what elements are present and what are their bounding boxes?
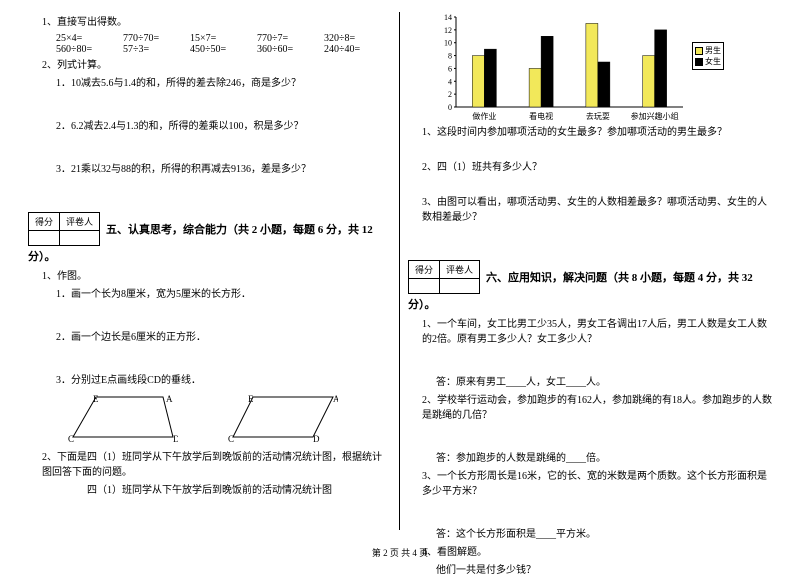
bar-chart: 0 2 4 6 8 10 12 14 做作业 看电视 去玩耍 参加兴趣小组 男生 女生 xyxy=(408,12,772,122)
page-footer: 第 2 页 共 4 页 xyxy=(0,546,800,559)
s6-answer: 答：这个长方形面积是____平方米。 xyxy=(408,527,772,542)
shapes-container: E A C D E A C D xyxy=(28,392,391,447)
q1-title: 1、直接写出得数。 xyxy=(28,15,391,30)
q2-title: 2、列式计算。 xyxy=(28,58,391,73)
legend-swatch-male xyxy=(695,47,703,55)
arith-cell: 240÷40= xyxy=(324,44,391,55)
svg-text:做作业: 做作业 xyxy=(472,111,496,121)
q2-item: 3．21乘以32与88的积，所得的积再减去9136，差是多少？ xyxy=(28,162,391,177)
trapezoid-shape: E A C D xyxy=(68,392,178,447)
vertex-a: A xyxy=(166,394,173,404)
svg-text:去玩耍: 去玩耍 xyxy=(586,111,610,121)
chart-legend: 男生 女生 xyxy=(692,42,724,70)
vertex-e: E xyxy=(248,394,254,404)
svg-text:14: 14 xyxy=(444,13,452,22)
grader-label: 评卷人 xyxy=(60,213,100,231)
s5-q1-item: 1．画一个长为8厘米，宽为5厘米的长方形． xyxy=(28,287,391,302)
legend-swatch-female xyxy=(695,58,703,66)
vertex-c: C xyxy=(68,434,74,444)
arith-row: 560÷80= 57÷3= 450÷50= 360÷60= 240÷40= xyxy=(28,44,391,55)
s5-q2: 2、下面是四（1）班同学从下午放学后到晚饭前的活动情况统计图，根据统计图回答下面… xyxy=(28,450,391,480)
svg-text:8: 8 xyxy=(448,52,452,61)
arith-cell: 25×4= xyxy=(56,33,123,44)
svg-text:6: 6 xyxy=(448,64,452,73)
arith-cell: 770÷7= xyxy=(257,33,324,44)
chart-q: 3、由图可以看出，哪项活动男、女生的人数相差最多？哪项活动男、女生的人数相差最少… xyxy=(408,195,772,225)
score-box: 得分评卷人 六、应用知识，解决问题（共 8 小题，每题 4 分，共 32 xyxy=(408,260,772,294)
svg-text:看电视: 看电视 xyxy=(529,111,553,121)
s5-q2-subtitle: 四（1）班同学从下午放学后到晚饭前的活动情况统计图 xyxy=(28,483,391,498)
legend-label: 女生 xyxy=(705,56,721,67)
s6-answer: 答：参加跑步的人数是跳绳的____倍。 xyxy=(408,451,772,466)
s6-answer: 答：原来有男工____人，女工____人。 xyxy=(408,375,772,390)
s6-item: 1、一个车间，女工比男工少35人，男女工各调出17人后，男工人数是女工人数的2倍… xyxy=(408,317,772,347)
s5-q1-item: 3．分别过E点画线段CD的垂线． xyxy=(28,373,391,388)
legend-label: 男生 xyxy=(705,45,721,56)
vertex-d: D xyxy=(313,434,320,444)
section-5-title-cont: 分）。 xyxy=(28,249,391,266)
arith-cell: 57÷3= xyxy=(123,44,190,55)
svg-text:10: 10 xyxy=(444,39,452,48)
arith-cell: 770÷70= xyxy=(123,33,190,44)
svg-text:12: 12 xyxy=(444,26,452,35)
arith-cell: 15×7= xyxy=(190,33,257,44)
q2-item: 1．10减去5.6与1.4的和，所得的差去除246，商是多少？ xyxy=(28,76,391,91)
vertex-a: A xyxy=(333,394,338,404)
chart-q: 1、这段时间内参加哪项活动的女生最多？参加哪项活动的男生最多？ xyxy=(408,125,772,140)
score-label: 得分 xyxy=(29,213,60,231)
section-6-title: 六、应用知识，解决问题（共 8 小题，每题 4 分，共 32 xyxy=(486,269,753,285)
grader-label: 评卷人 xyxy=(440,261,480,279)
svg-text:4: 4 xyxy=(448,77,452,86)
vertex-e: E xyxy=(93,394,99,404)
svg-text:0: 0 xyxy=(448,103,452,112)
score-box: 得分评卷人 五、认真思考，综合能力（共 2 小题，每题 6 分，共 12 xyxy=(28,212,391,246)
svg-text:参加兴趣小组: 参加兴趣小组 xyxy=(631,111,679,121)
arith-cell: 450÷50= xyxy=(190,44,257,55)
section-5-title: 五、认真思考，综合能力（共 2 小题，每题 6 分，共 12 xyxy=(106,221,373,237)
chart-q: 2、四（1）班共有多少人？ xyxy=(408,160,772,175)
parallelogram-shape: E A C D xyxy=(228,392,338,447)
arith-row: 25×4= 770÷70= 15×7= 770÷7= 320÷8= xyxy=(28,33,391,44)
vertex-d: D xyxy=(173,434,178,444)
svg-text:2: 2 xyxy=(448,90,452,99)
vertex-c: C xyxy=(228,434,234,444)
arith-cell: 320÷8= xyxy=(324,33,391,44)
arith-cell: 360÷60= xyxy=(257,44,324,55)
s6-item: 3、一个长方形周长是16米，它的长、宽的米数是两个质数。这个长方形面积是多少平方… xyxy=(408,469,772,499)
s5-q1: 1、作图。 xyxy=(28,269,391,284)
score-label: 得分 xyxy=(409,261,440,279)
section-6-title-cont: 分）。 xyxy=(408,297,772,314)
q2-item: 2．6.2减去2.4与1.3的和，所得的差乘以100，积是多少？ xyxy=(28,119,391,134)
s6-item: 2、学校举行运动会，参加跑步的有162人，参加跳绳的有18人。参加跑步的人数是跳… xyxy=(408,393,772,423)
s5-q1-item: 2．画一个边长是6厘米的正方形． xyxy=(28,330,391,345)
arith-cell: 560÷80= xyxy=(56,44,123,55)
